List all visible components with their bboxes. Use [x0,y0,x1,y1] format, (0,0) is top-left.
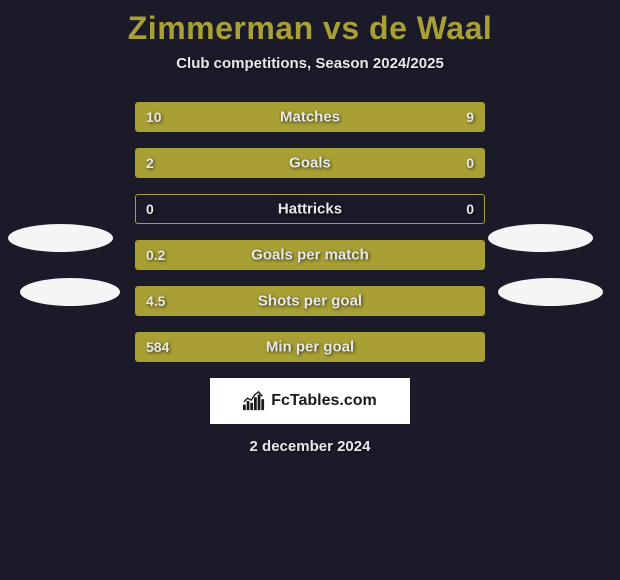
stat-label: Goals per match [136,247,484,264]
stat-value-right: 0 [466,155,474,171]
stat-value-right: 9 [466,109,474,125]
branding-badge: FcTables.com [210,378,410,424]
player-oval [488,224,593,252]
stat-row: 0.2Goals per match [135,240,485,270]
stat-label: Goals [136,155,484,172]
stat-row: 584Min per goal [135,332,485,362]
player-oval [20,278,120,306]
branding-text: FcTables.com [271,392,377,410]
stat-row: 2Goals0 [135,148,485,178]
bars-icon [243,391,265,411]
stat-label: Matches [136,109,484,126]
stat-label: Shots per goal [136,293,484,310]
stat-value-right: 0 [466,201,474,217]
stat-row: 10Matches9 [135,102,485,132]
stat-label: Min per goal [136,339,484,356]
player-oval [498,278,603,306]
stat-row: 0Hattricks0 [135,194,485,224]
stat-row: 4.5Shots per goal [135,286,485,316]
stat-rows: 10Matches92Goals00Hattricks00.2Goals per… [135,102,485,362]
player-oval [8,224,113,252]
date-label: 2 december 2024 [0,438,620,455]
page-title: Zimmerman vs de Waal [0,0,620,47]
stat-label: Hattricks [136,201,484,218]
comparison-chart: 10Matches92Goals00Hattricks00.2Goals per… [0,102,620,455]
subtitle: Club competitions, Season 2024/2025 [0,55,620,72]
